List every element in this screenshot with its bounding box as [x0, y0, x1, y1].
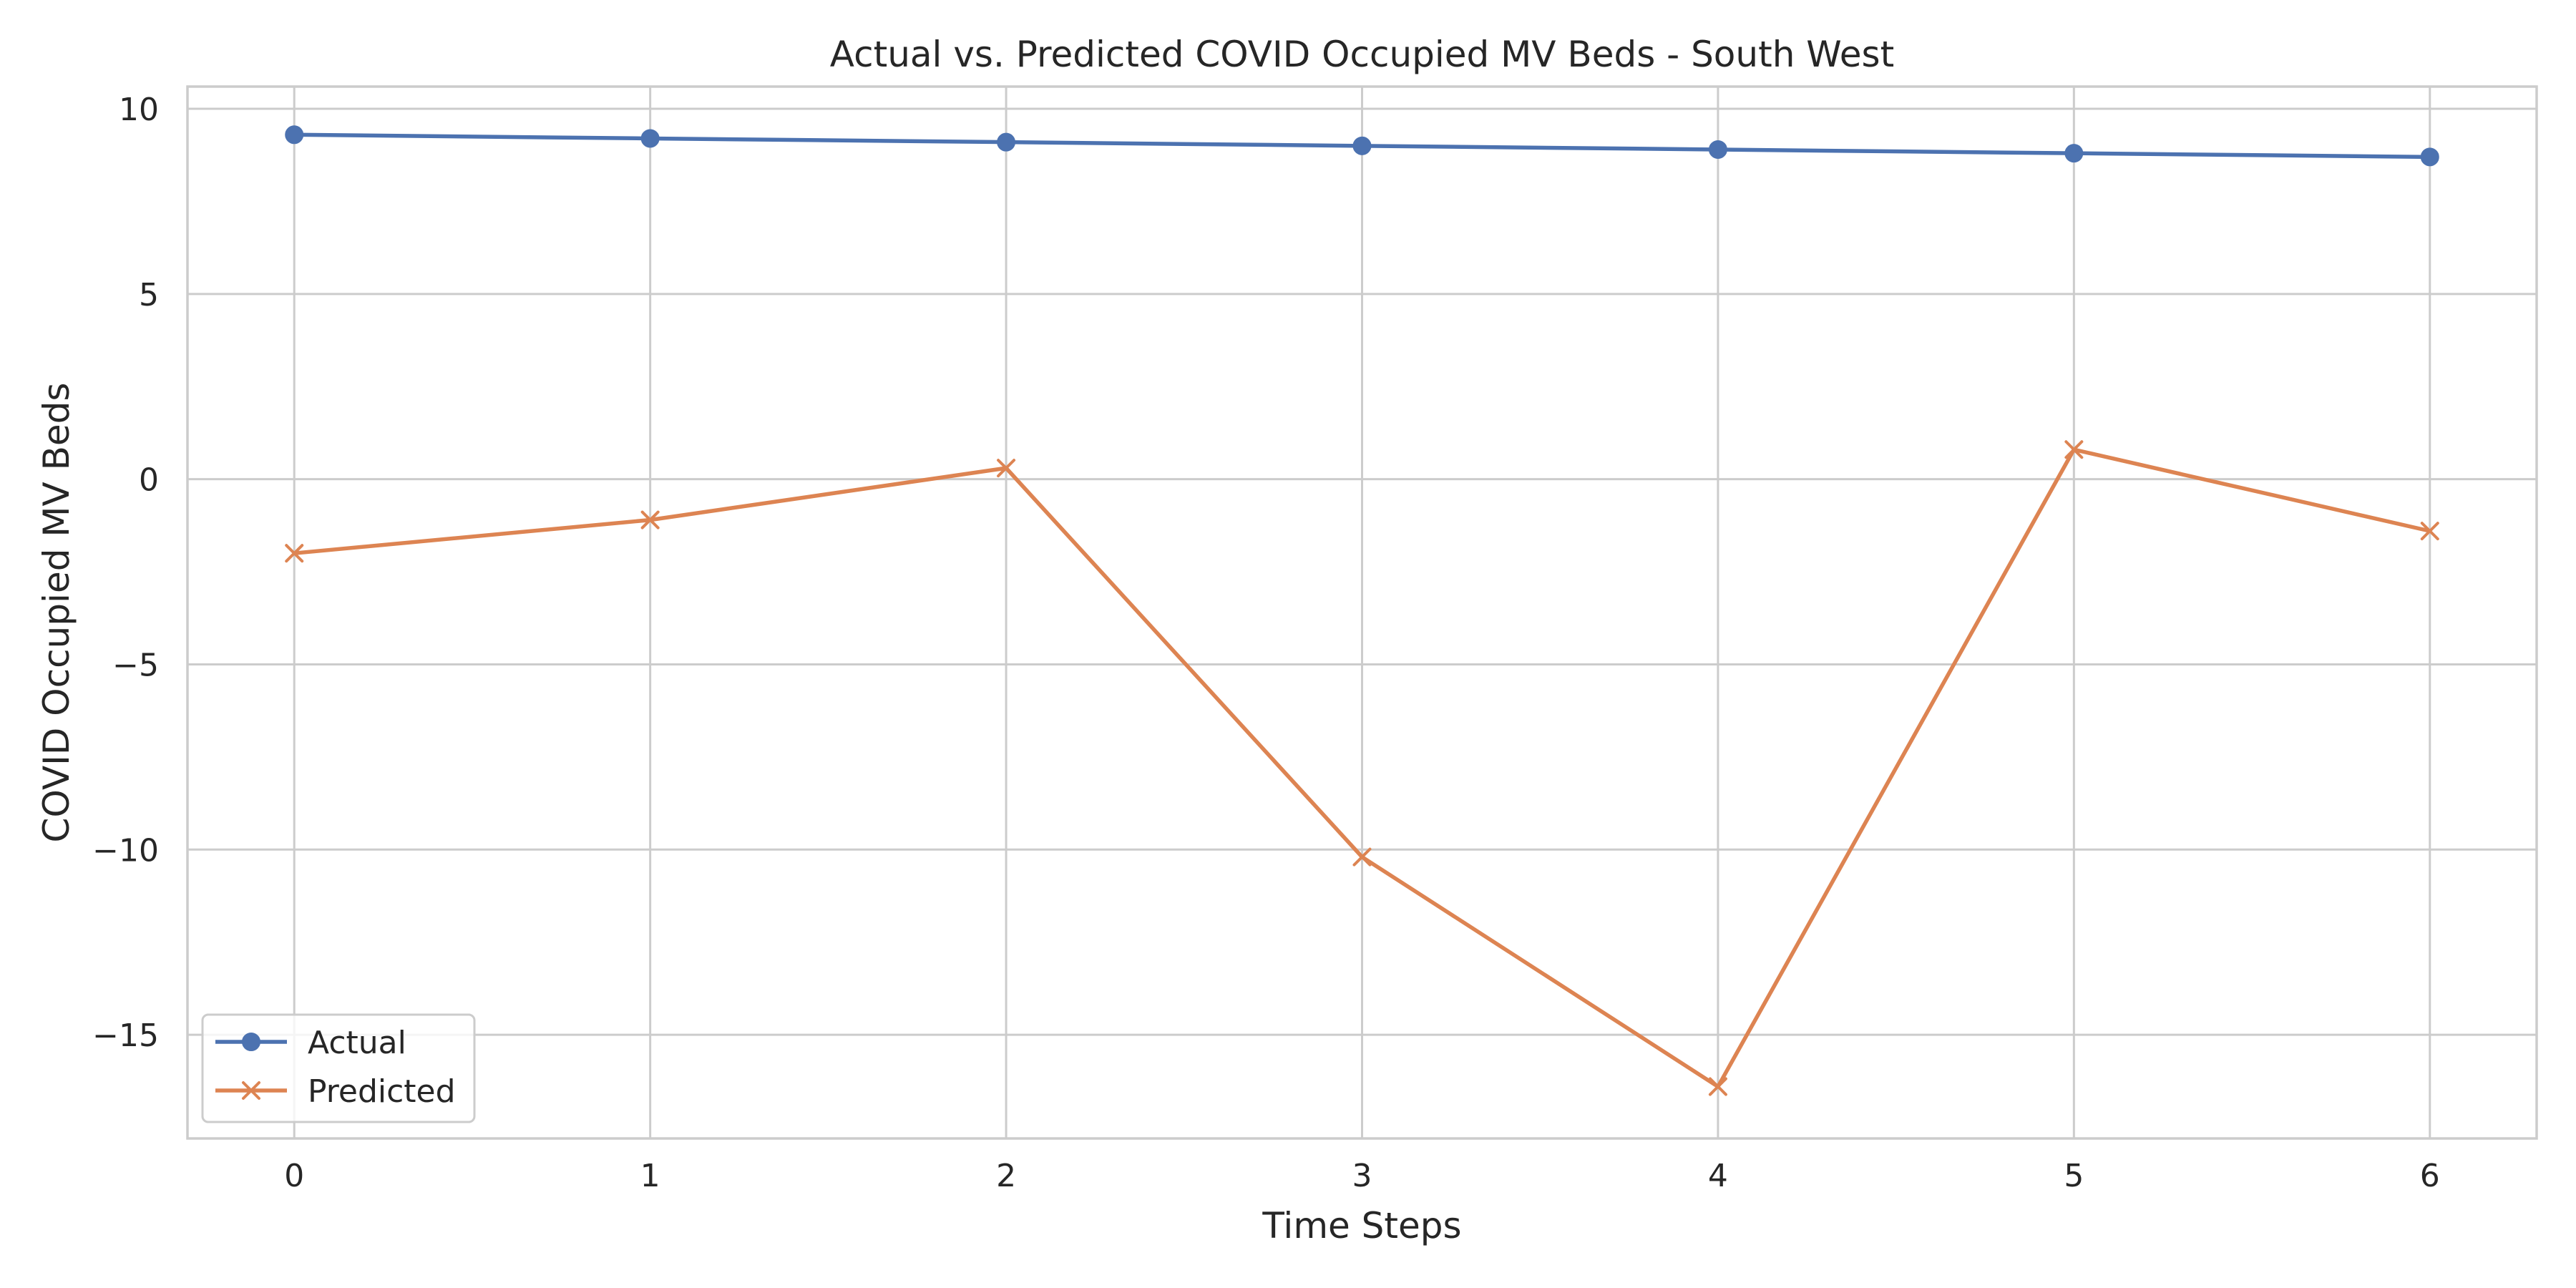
- legend-label-actual: Actual: [308, 1025, 406, 1061]
- legend-label-predicted: Predicted: [308, 1073, 456, 1110]
- y-axis-label: COVID Occupied MV Beds: [36, 383, 77, 843]
- data-point-predicted: [285, 544, 304, 563]
- x-tick-label: 3: [1352, 1158, 1372, 1194]
- data-point-actual: [1352, 136, 1372, 155]
- x-tick-label: 6: [2420, 1158, 2440, 1194]
- x-tick-label: 5: [2064, 1158, 2084, 1194]
- x-axis-label: Time Steps: [1262, 1205, 1461, 1246]
- x-tick-labels: 0 1 2 3 4 5 6: [284, 1158, 2440, 1194]
- y-tick-label: 5: [139, 277, 159, 313]
- data-point-actual: [285, 125, 304, 145]
- legend-marker-predicted: [242, 1081, 260, 1100]
- y-tick-label: 0: [139, 462, 159, 499]
- legend-marker-actual: [242, 1033, 260, 1051]
- data-point-predicted: [2064, 440, 2084, 459]
- data-point-actual: [2420, 147, 2439, 167]
- y-tick-label: −15: [92, 1018, 159, 1054]
- plot-frame: [186, 85, 2538, 1140]
- x-tick-label: 4: [1708, 1158, 1728, 1194]
- y-tick-label: −10: [92, 832, 159, 869]
- x-tick-label: 0: [284, 1158, 304, 1194]
- data-point-predicted: [1352, 847, 1372, 867]
- x-tick-label: 1: [640, 1158, 660, 1194]
- data-point-actual: [640, 129, 660, 148]
- data-point-actual: [1708, 140, 1727, 159]
- data-point-predicted: [640, 510, 660, 530]
- data-point-predicted: [2420, 522, 2439, 541]
- x-tick-label: 2: [996, 1158, 1016, 1194]
- chart-title: Actual vs. Predicted COVID Occupied MV B…: [830, 34, 1894, 75]
- data-point-predicted: [997, 459, 1016, 478]
- y-tick-label: −5: [112, 647, 159, 683]
- grid: [187, 87, 2537, 1138]
- series-layer: [285, 125, 2439, 1096]
- y-tick-labels: 10 5 0 −5 −10 −15: [92, 92, 159, 1054]
- legend: Actual Predicted: [201, 1013, 476, 1123]
- data-point-predicted: [1708, 1077, 1727, 1096]
- y-tick-label: 10: [119, 92, 159, 128]
- data-point-actual: [997, 132, 1016, 152]
- data-point-actual: [2064, 144, 2084, 163]
